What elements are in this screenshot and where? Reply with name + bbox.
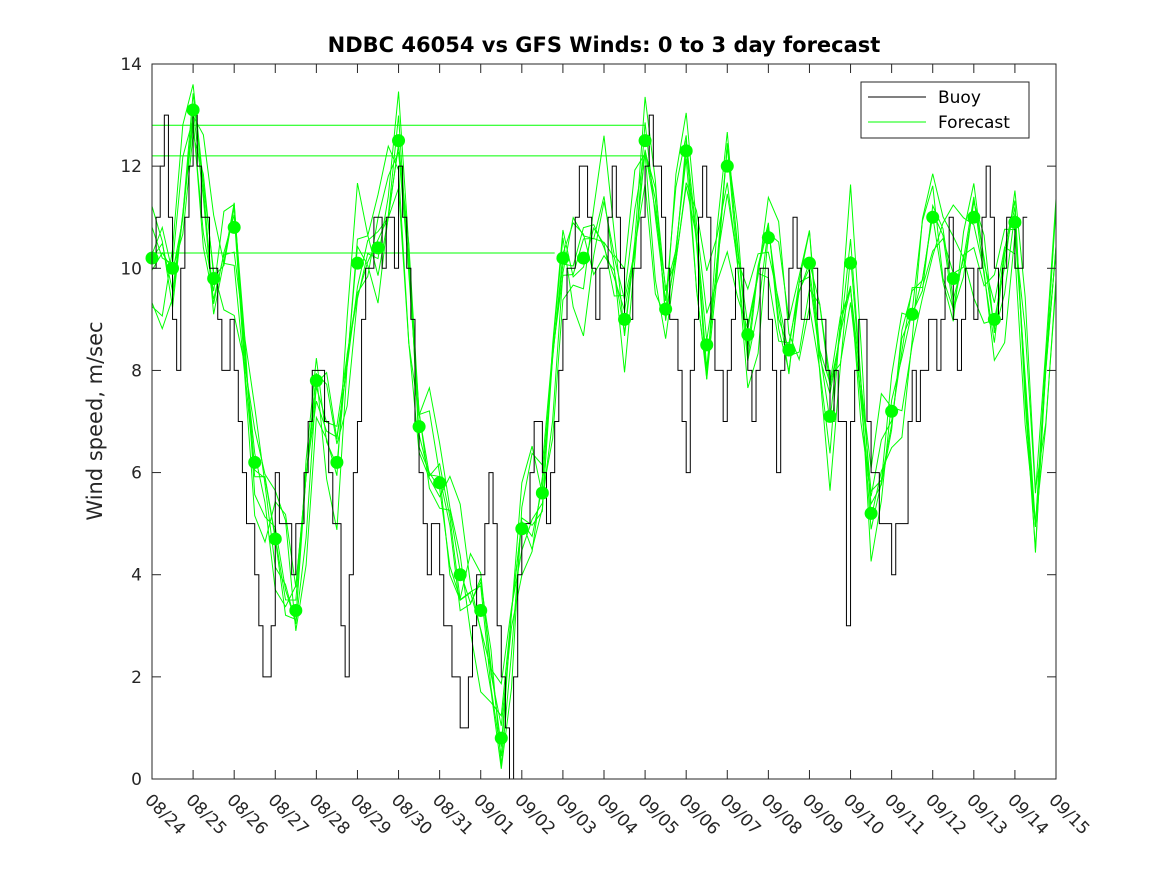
x-tick-label: 08/31 [428,790,477,839]
forecast-marker [576,251,590,265]
forecast-run-line [152,93,1056,757]
y-tick-label: 8 [131,361,142,381]
forecast-run-line [152,115,1056,686]
y-axis-label: Wind speed, m/sec [83,321,107,520]
x-tick-label: 09/01 [469,790,518,839]
forecast-run-line [152,84,1056,718]
forecast-marker [494,731,508,745]
forecast-marker [330,455,344,469]
forecast-marker [474,603,488,617]
forecast-marker [248,455,262,469]
forecast-marker [741,328,755,342]
y-axis-ticks: 0 2 4 6 8 10 12 14 [120,55,1056,790]
x-tick-label: 09/09 [798,790,847,839]
forecast-marker [802,256,816,270]
forecast-marker [761,231,775,245]
x-tick-label: 09/08 [757,790,806,839]
forecast-marker [535,486,549,500]
forecast-run-line [152,108,1056,747]
x-axis-ticks: 08/2408/2508/2608/2708/2808/2908/3008/31… [140,64,1093,839]
legend-box [860,81,1030,139]
x-tick-label: 09/15 [1044,790,1093,839]
forecast-marker [618,312,632,326]
x-tick-label: 08/24 [140,790,189,839]
forecast-series-lines [152,84,1056,769]
forecast-marker [433,476,447,490]
forecast-marker [885,404,899,418]
forecast-marker [515,522,529,536]
x-tick-label: 09/03 [551,790,600,839]
forecast-marker [844,256,858,270]
forecast-marker [186,103,200,117]
x-tick-label: 08/29 [346,790,395,839]
forecast-marker [309,374,323,388]
y-tick-label: 14 [120,55,142,75]
forecast-marker [659,302,673,316]
forecast-run-line [152,114,1056,769]
x-tick-label: 09/14 [1003,790,1052,839]
forecast-marker [905,307,919,321]
x-tick-label: 09/10 [839,790,888,839]
legend: Buoy Forecast [860,81,1030,139]
x-tick-label: 08/27 [264,790,313,839]
forecast-marker [392,134,406,148]
x-tick-label: 09/02 [510,790,559,839]
x-tick-label: 09/12 [921,790,970,839]
x-tick-label: 08/30 [387,790,436,839]
forecast-marker [926,210,940,224]
y-tick-label: 2 [131,668,142,688]
forecast-marker [207,272,221,285]
x-tick-label: 08/25 [182,790,231,839]
forecast-marker [371,241,385,255]
legend-label-forecast: Forecast [938,113,1010,133]
forecast-marker [967,210,981,224]
buoy-series-line [152,114,1028,779]
forecast-marker [412,420,426,434]
forecast-marker [782,343,796,357]
forecast-marker [268,532,282,546]
forecast-marker [1008,215,1022,229]
y-tick-label: 10 [120,259,142,279]
legend-label-buoy: Buoy [938,88,981,108]
plot-area [145,84,1056,779]
x-tick-label: 08/26 [223,790,272,839]
x-tick-label: 09/05 [634,790,683,839]
x-tick-label: 09/06 [675,790,724,839]
y-tick-label: 6 [131,464,142,484]
x-tick-label: 08/28 [305,790,354,839]
forecast-marker [350,256,364,270]
x-tick-label: 09/07 [716,790,765,839]
x-tick-label: 09/11 [880,790,929,839]
chart-title: NDBC 46054 vs GFS Winds: 0 to 3 day fore… [328,33,881,57]
y-tick-label: 4 [131,566,142,586]
forecast-marker [864,506,878,520]
forecast-run-line [152,134,1056,766]
buoy-line [152,114,1028,779]
forecast-marker [946,272,960,285]
forecast-marker [700,338,714,352]
forecast-marker [720,159,734,173]
y-tick-label: 12 [120,157,142,177]
forecast-marker [556,251,570,265]
forecast-marker [289,603,303,617]
forecast-marker [987,312,1001,326]
forecast-markers [145,103,1022,745]
forecast-marker [453,568,467,582]
y-tick-label: 0 [131,770,142,790]
forecast-marker [638,134,652,148]
forecast-marker [166,261,180,275]
forecast-marker [679,144,693,158]
forecast-marker [227,220,241,234]
forecast-marker [823,409,837,423]
x-tick-label: 09/13 [962,790,1011,839]
x-tick-label: 09/04 [592,790,641,839]
